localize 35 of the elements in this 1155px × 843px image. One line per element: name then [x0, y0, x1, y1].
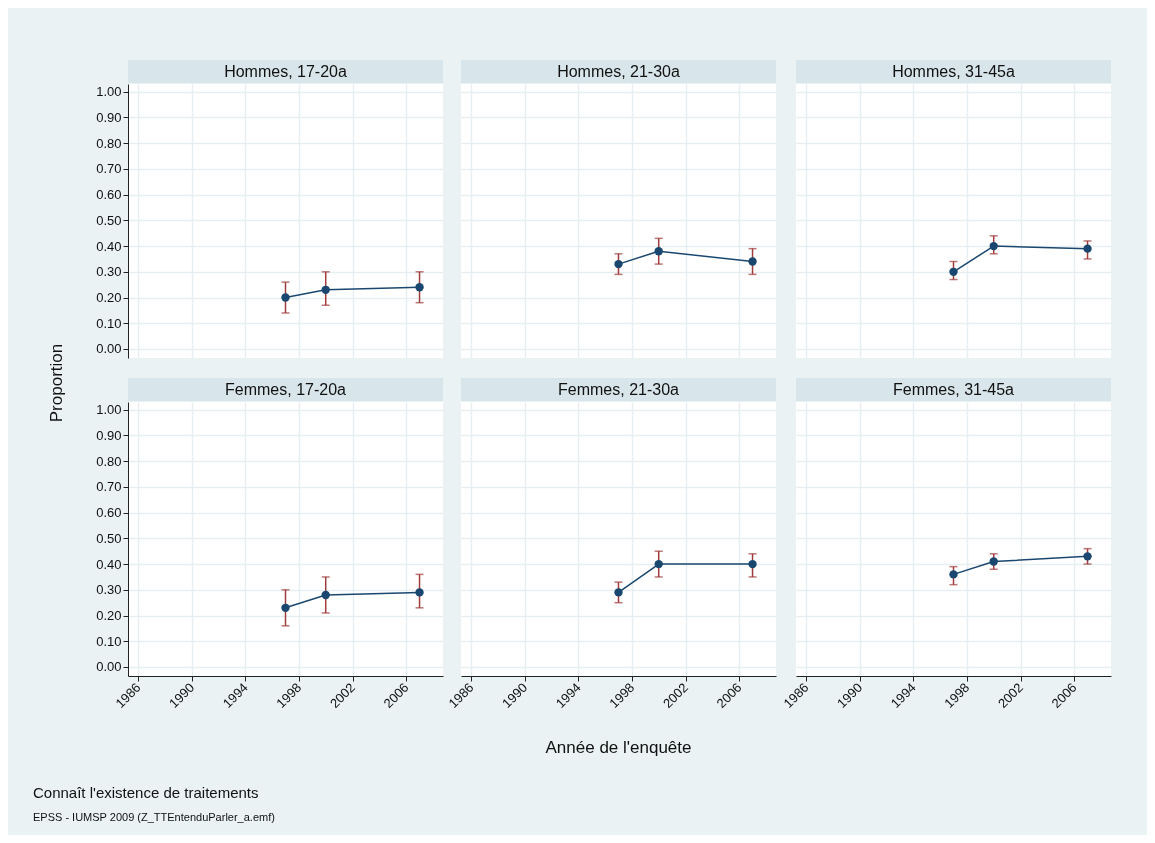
y-tick-label: 0.20: [96, 608, 122, 624]
text: Connaît l'existence de traitements: [33, 784, 259, 801]
y-tick-label: 0.70: [96, 161, 122, 177]
x-axis-title: Année de l'enquête: [545, 738, 692, 758]
point: [281, 293, 290, 302]
y-tick-label: 0.50: [96, 530, 122, 546]
y-tick-label: 0.40: [96, 238, 122, 254]
y-tick-label: 1.00: [96, 402, 122, 418]
chart-title: Hommes, 17-20a: [128, 60, 443, 83]
y-tick-label: 0.50: [96, 212, 122, 228]
y-tick-label: 0.30: [96, 264, 122, 280]
y-tick-label: 0.80: [96, 453, 122, 469]
y-tick-label: 0.10: [96, 633, 122, 649]
y-tick-label: 0.70: [96, 479, 122, 495]
chart-title: Femmes, 17-20a: [128, 378, 443, 401]
y-tick-label: 0.60: [96, 505, 122, 521]
chart-title: Hommes, 21-30a: [461, 60, 776, 83]
y-tick-label: 0.90: [96, 109, 122, 125]
y-tick-label: 0.40: [96, 556, 122, 572]
chart-title: Femmes, 21-30a: [461, 378, 776, 401]
y-tick-label: 0.80: [96, 135, 122, 151]
text: EPSS - IUMSP 2009 (Z_TTEntenduParler_a.emf): [33, 811, 275, 823]
y-tick-label: 0.10: [96, 315, 122, 331]
y-tick-label: 1.00: [96, 84, 122, 100]
point: [321, 285, 330, 294]
chart-title: Femmes, 31-45a: [796, 378, 1111, 401]
chart-title: Hommes, 31-45a: [796, 60, 1111, 83]
y-tick-label: 0.00: [96, 341, 122, 357]
y-axis-title: Proportion: [47, 343, 67, 423]
point: [415, 283, 424, 292]
y-tick-label: 0.20: [96, 290, 122, 306]
y-tick-label: 0.60: [96, 187, 122, 203]
y-tick-label: 0.90: [96, 427, 122, 443]
y-tick-label: 0.30: [96, 582, 122, 598]
y-tick-label: 0.00: [96, 659, 122, 675]
